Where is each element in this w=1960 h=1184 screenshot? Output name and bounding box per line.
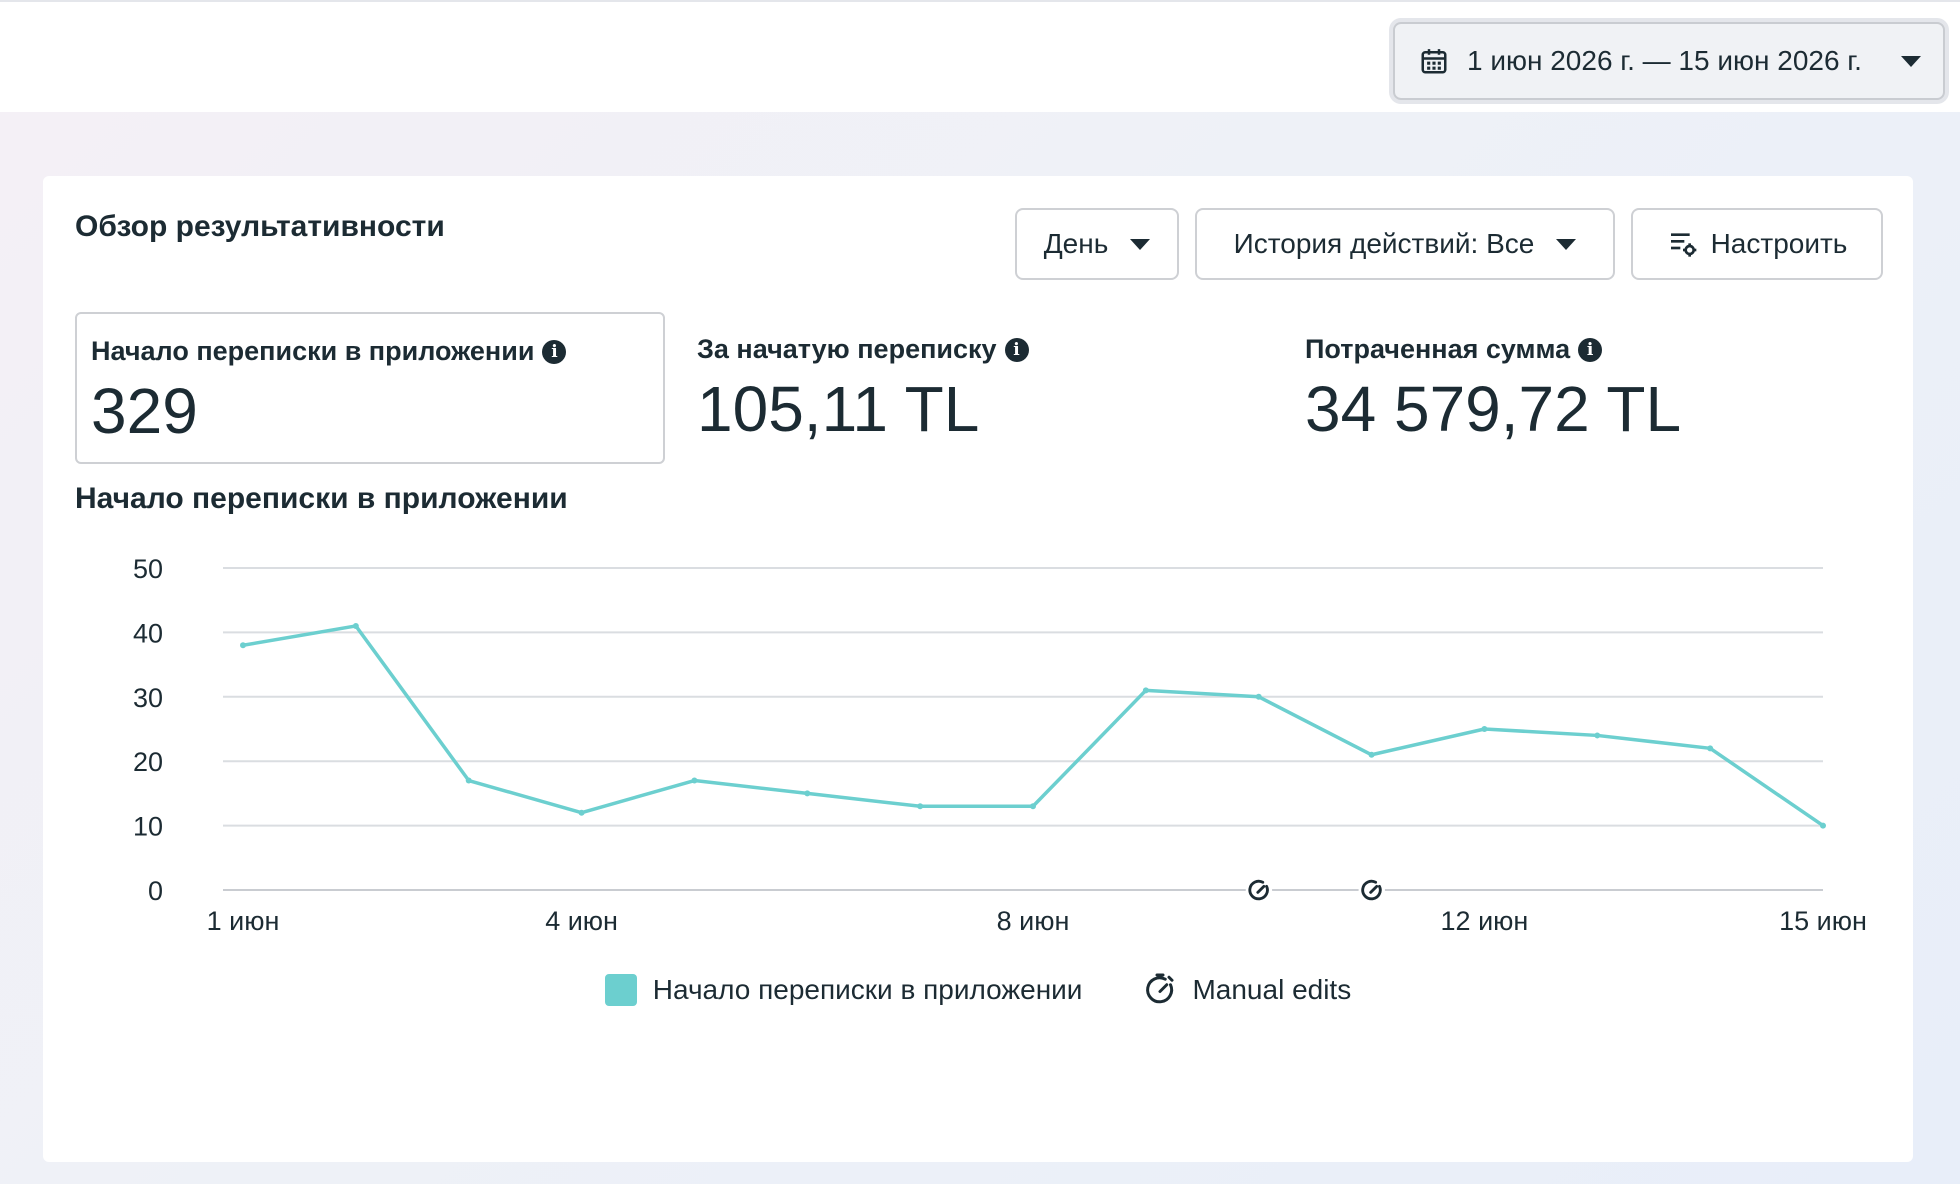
- activity-history-label: История действий: Все: [1233, 228, 1535, 259]
- manual-edit-marker-icon[interactable]: [1358, 877, 1385, 904]
- data-point: [578, 809, 585, 816]
- date-range-picker[interactable]: 1 июн 2026 г. — 15 июн 2026 г.: [1393, 22, 1945, 100]
- metric-label: Начало переписки в приложении: [91, 336, 535, 366]
- data-point: [240, 642, 246, 649]
- data-point: [1481, 726, 1488, 732]
- legend-item-manual-edits[interactable]: Manual edits: [1142, 972, 1351, 1008]
- x-tick-label: 12 июн: [1441, 906, 1529, 936]
- series-line: [241, 624, 1825, 828]
- data-point: [1707, 745, 1714, 752]
- chart-legend: Начало переписки в приложении Manual edi…: [43, 972, 1913, 1008]
- legend-manual-edits-label: Manual edits: [1192, 974, 1352, 1005]
- configure-button[interactable]: Настроить: [1631, 208, 1883, 280]
- manual-edit-icon: [1146, 973, 1174, 1004]
- metric-value: 34 579,72 TL: [1305, 373, 1682, 445]
- chevron-down-icon: [1556, 238, 1577, 250]
- metric-value: 105,11 TL: [697, 373, 980, 445]
- manual-edit-marker-icon[interactable]: [1245, 877, 1273, 904]
- settings-list-icon: [1670, 233, 1696, 257]
- info-icon[interactable]: i: [542, 339, 567, 364]
- granularity-dropdown[interactable]: День: [1015, 208, 1179, 280]
- x-tick-label: 1 июн: [207, 906, 280, 936]
- info-icon[interactable]: i: [1004, 337, 1029, 362]
- chevron-down-icon: [1901, 55, 1921, 67]
- data-point: [691, 777, 698, 784]
- data-point: [1594, 732, 1601, 739]
- data-point: [1368, 751, 1375, 758]
- data-point: [352, 622, 359, 629]
- date-range-label: 1 июн 2026 г. — 15 июн 2026 г.: [1467, 45, 1862, 76]
- series-swatch: [604, 974, 637, 1006]
- x-tick-label: 15 июн: [1779, 906, 1867, 936]
- metric-cost-per-conversation[interactable]: За начатую переписку i 105,11 TL: [683, 312, 1283, 464]
- metric-value: 329: [91, 375, 198, 447]
- y-tick-label: 40: [133, 618, 163, 648]
- info-icon[interactable]: i: [1578, 337, 1603, 362]
- data-point: [917, 803, 924, 810]
- metric-label: За начатую переписку: [697, 334, 997, 364]
- top-bar: 1 июн 2026 г. — 15 июн 2026 г.: [0, 0, 1960, 112]
- data-point: [804, 790, 811, 797]
- data-point: [1820, 822, 1826, 829]
- y-tick-label: 0: [148, 876, 163, 906]
- y-tick-label: 30: [133, 683, 163, 713]
- configure-label: Настроить: [1710, 228, 1848, 259]
- card-title: Обзор результативности: [75, 210, 445, 243]
- x-tick-label: 8 июн: [997, 906, 1070, 936]
- granularity-label: День: [1043, 228, 1109, 259]
- line-chart: 0 10 20 30 40 50 1 июн 4 июн 8 июн 12 июн 15 июн: [133, 554, 1867, 936]
- legend-item-series[interactable]: Начало переписки в приложении: [604, 974, 1083, 1006]
- metric-label-wrapper: Потраченная сумма i: [1305, 334, 1603, 365]
- metric-conversations-started[interactable]: Начало переписки в приложении i 329: [75, 312, 665, 464]
- y-tick-label: 10: [133, 812, 163, 842]
- data-point: [1030, 803, 1036, 810]
- x-tick-label: 4 июн: [545, 906, 618, 936]
- y-tick-label: 50: [133, 554, 163, 584]
- metric-label: Потраченная сумма: [1305, 334, 1571, 364]
- metric-amount-spent[interactable]: Потраченная сумма i 34 579,72 TL: [1291, 312, 1891, 464]
- calendar-icon: [1421, 49, 1447, 74]
- y-tick-label: 20: [133, 747, 163, 777]
- performance-overview-card: Обзор результативности День История дейс…: [43, 176, 1913, 1162]
- metric-label-wrapper: За начатую переписку i: [697, 334, 1029, 365]
- chart-title: Начало переписки в приложении: [75, 482, 568, 515]
- data-point: [1142, 687, 1149, 694]
- activity-history-dropdown[interactable]: История действий: Все: [1195, 208, 1615, 280]
- data-point: [465, 777, 472, 784]
- legend-series-label: Начало переписки в приложении: [652, 974, 1083, 1005]
- metric-label-wrapper: Начало переписки в приложении i: [91, 336, 567, 367]
- data-point: [1255, 693, 1262, 700]
- chevron-down-icon: [1130, 238, 1151, 250]
